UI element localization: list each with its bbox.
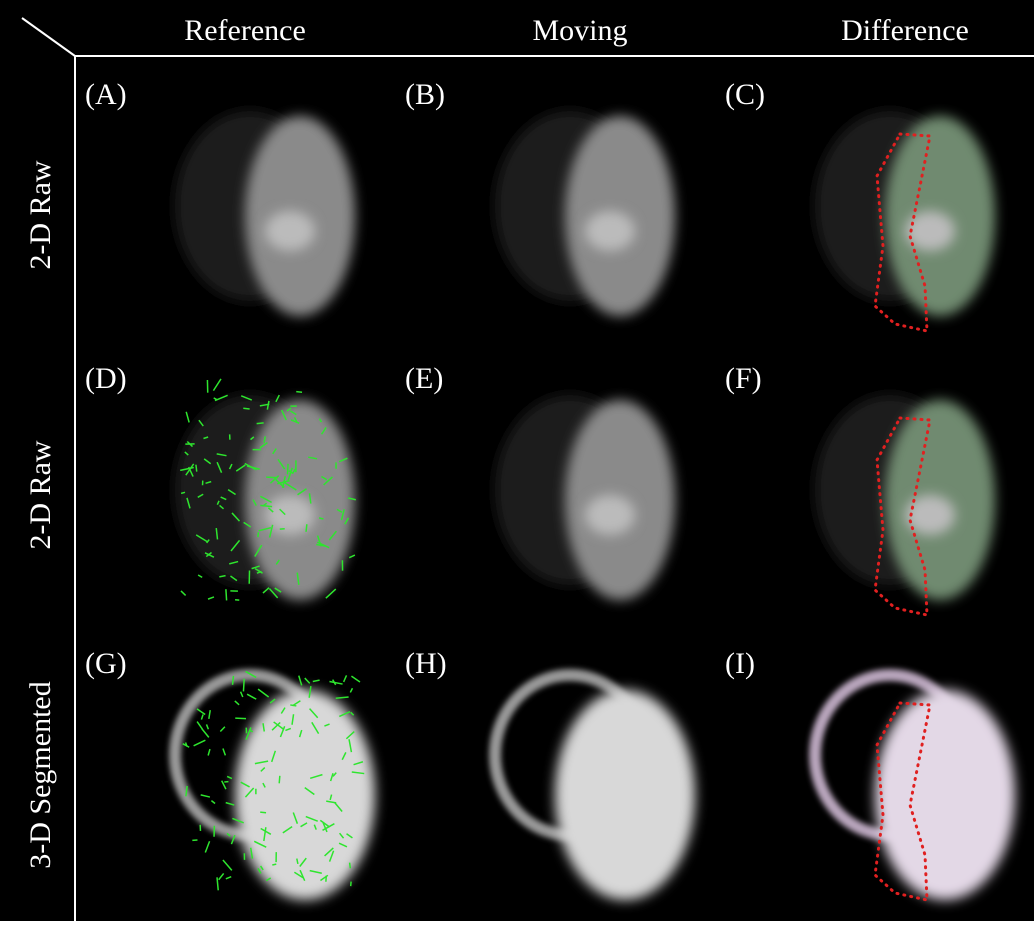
- row-label: 3-D Segmented: [24, 681, 57, 868]
- tissue-spot: [265, 495, 315, 535]
- tissue-body: [235, 690, 375, 900]
- vector-arrow: [288, 464, 289, 475]
- vector-arrow: [306, 524, 307, 532]
- figure: Reference Moving Difference 2-D Raw 2-D Raw 3…: [0, 0, 1034, 921]
- vector-arrow: [279, 776, 280, 783]
- panel-label: (D): [85, 362, 127, 395]
- column-header: Moving: [532, 14, 627, 47]
- vector-arrow: [243, 408, 249, 409]
- vector-arrow: [226, 589, 227, 600]
- panel-label: (F): [725, 362, 762, 395]
- vector-arrow: [260, 812, 266, 813]
- panel-label: (G): [85, 647, 127, 680]
- row-label: 2-D Raw: [24, 160, 57, 269]
- tissue-spot: [265, 211, 315, 251]
- panel-label: (A): [85, 78, 127, 111]
- panel-label: (I): [725, 647, 755, 680]
- row-label: 2-D Raw: [24, 440, 57, 549]
- vector-arrow: [257, 423, 264, 424]
- vector-arrow: [196, 465, 197, 472]
- tissue-body: [875, 690, 1015, 900]
- vector-arrow: [233, 676, 234, 685]
- vector-arrow: [290, 705, 296, 706]
- panel-label: (E): [405, 362, 443, 395]
- vector-arrow: [181, 492, 185, 493]
- vector-arrow: [272, 864, 276, 865]
- tissue-spot: [585, 495, 635, 535]
- column-header: Reference: [184, 14, 306, 47]
- column-header: Difference: [841, 14, 969, 47]
- vector-arrow: [243, 679, 244, 692]
- panel-label: (H): [405, 647, 447, 680]
- vector-arrow: [296, 392, 302, 393]
- panel-label: (C): [725, 78, 765, 111]
- tissue-body: [555, 690, 695, 900]
- tissue-spot: [585, 211, 635, 251]
- vector-arrow: [350, 863, 351, 869]
- panel-label: (B): [405, 78, 445, 111]
